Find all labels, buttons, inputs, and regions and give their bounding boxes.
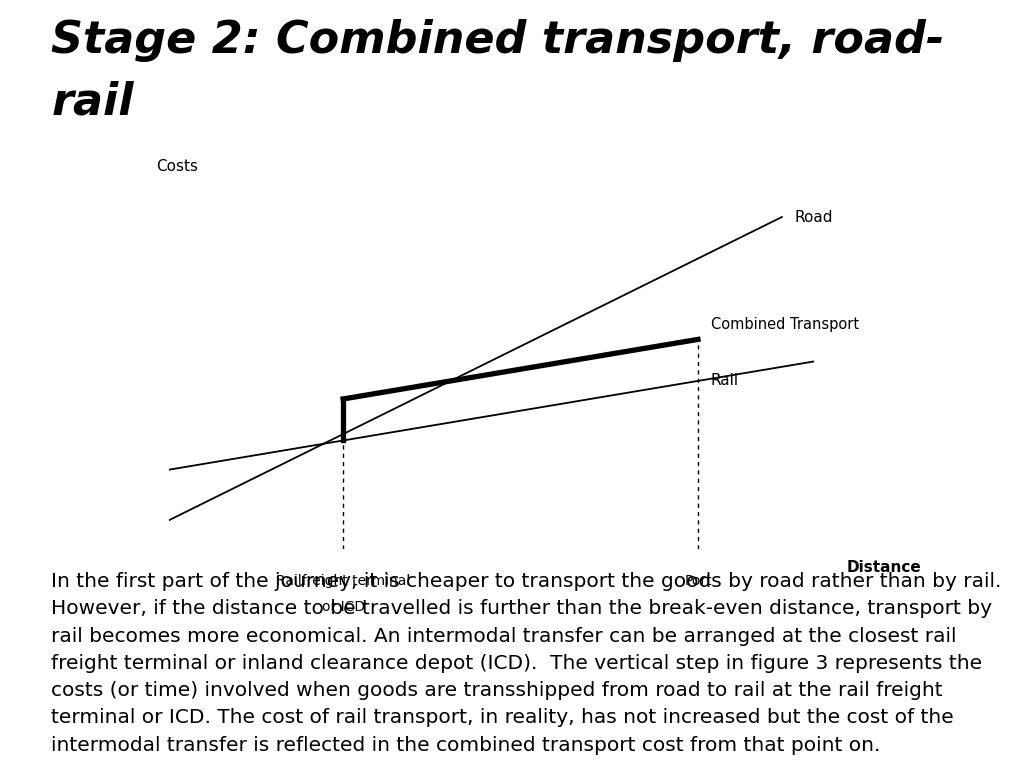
Text: Rail: Rail	[711, 373, 739, 389]
Text: Road: Road	[795, 210, 834, 224]
Text: Combined Transport: Combined Transport	[711, 317, 859, 333]
Text: Railfreight terminal: Railfreight terminal	[276, 574, 411, 588]
Text: In the first part of the journey, it is cheaper to transport the goods by road r: In the first part of the journey, it is …	[51, 572, 1001, 755]
Text: or ICD: or ICD	[322, 600, 365, 614]
Text: Distance: Distance	[847, 560, 921, 575]
Text: Stage 2: Combined transport, road-: Stage 2: Combined transport, road-	[51, 19, 944, 62]
Text: Port: Port	[684, 574, 712, 588]
Text: Costs: Costs	[156, 159, 198, 174]
Text: rail: rail	[51, 81, 134, 124]
